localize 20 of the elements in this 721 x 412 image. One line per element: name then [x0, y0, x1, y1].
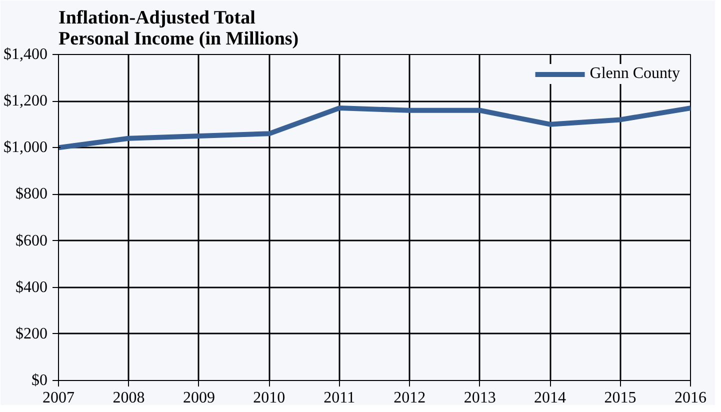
- chart-title: Inflation-Adjusted Total Personal Income (in Millions): [58, 8, 299, 50]
- y-tick-label: $200: [16, 325, 48, 342]
- x-tick-label: 2012: [394, 390, 426, 406]
- y-tick-label: $1,200: [4, 92, 48, 110]
- x-tick-label: 2009: [182, 390, 215, 406]
- x-tick-label: 2014: [534, 390, 566, 406]
- y-tick-label: $400: [16, 278, 48, 296]
- x-tick-label: 2015: [604, 390, 636, 406]
- x-tick-label: 2008: [112, 390, 145, 406]
- legend-label: Glenn County: [590, 65, 680, 83]
- x-tick-label: 2016: [674, 390, 706, 406]
- x-tick-label: 2011: [324, 390, 356, 406]
- x-tick-label: 2010: [253, 390, 286, 406]
- y-tick-label: $600: [16, 232, 48, 250]
- y-tick-label: $800: [16, 186, 48, 203]
- y-tick-label: $1,400: [4, 46, 48, 63]
- y-tick-label: $0: [32, 372, 48, 389]
- y-tick-label: $1,000: [4, 139, 48, 156]
- x-tick-label: 2007: [42, 390, 74, 406]
- x-tick-label: 2013: [464, 390, 496, 406]
